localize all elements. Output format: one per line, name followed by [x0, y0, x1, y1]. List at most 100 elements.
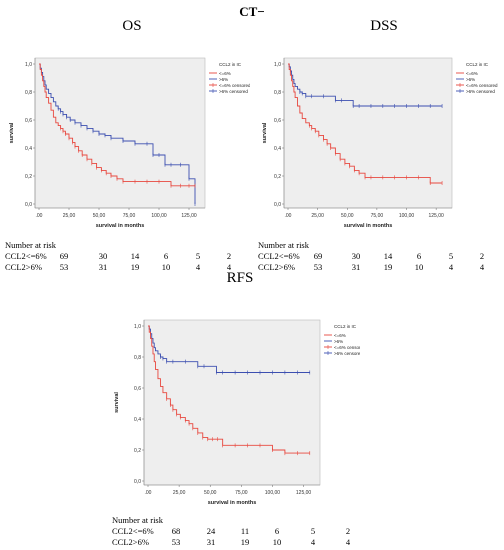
x-tick-label: 100,00 — [151, 213, 167, 219]
risk-count: 11 — [240, 526, 250, 536]
plot-area — [283, 57, 453, 209]
y-axis-label: survival — [262, 122, 268, 143]
risk-table-header: Number at risk — [5, 240, 56, 250]
risk-row-label: CCL2<=6% — [112, 526, 154, 536]
risk-row-label: CCL2>6% — [5, 262, 42, 272]
risk-count: 5 — [310, 526, 316, 536]
x-tick-label: 50,00 — [341, 213, 354, 219]
risk-count: 4 — [195, 262, 201, 272]
dss-risk-table: Number at risk CCL2<=6% 69 30 14 6 5 2 C… — [258, 240, 503, 272]
risk-count: 5 — [448, 251, 454, 261]
legend-entry: >6% — [334, 339, 343, 344]
y-axis-label: survival — [9, 122, 15, 143]
x-axis-label: survival in months — [208, 500, 257, 506]
x-tick-label: 25,00 — [63, 213, 76, 219]
risk-row-label: CCL2<=6% — [5, 251, 47, 261]
legend-entry: >6% censored — [219, 89, 248, 94]
risk-count: 4 — [226, 262, 232, 272]
rfs-panel-title: RFS — [226, 270, 254, 286]
risk-count: 19 — [383, 262, 393, 272]
dss-chart: 0,0 0,2 0,4 0,6 0,8 1,0 .00 25,00 50,00 75,00 100,… — [258, 40, 503, 235]
risk-count: 14 — [383, 251, 393, 261]
legend-entry: <=6% censored — [219, 83, 250, 88]
y-tick-label: 0,6 — [274, 118, 281, 124]
y-tick-label: 0,2 — [134, 448, 141, 454]
x-tick-label: 50,00 — [204, 490, 217, 496]
legend-title: CCL2 in IC — [466, 62, 489, 67]
y-tick-label: 1,0 — [134, 324, 141, 330]
figure-title: CT− — [239, 4, 265, 19]
y-tick-label: 0,0 — [134, 479, 141, 485]
y-tick-label: 0,2 — [274, 174, 281, 180]
risk-count: 31 — [206, 537, 216, 547]
risk-row-label: CCL2>6% — [258, 262, 295, 272]
legend-entry: <=6% censored — [334, 345, 360, 350]
series-low — [288, 63, 443, 108]
x-tick-label: 50,00 — [93, 213, 106, 219]
legend-entry: >6% censored — [466, 89, 495, 94]
risk-count: 2 — [479, 251, 485, 261]
risk-table-header: Number at risk — [112, 515, 163, 525]
x-tick-label: 125,00 — [428, 213, 444, 219]
series-high — [148, 325, 311, 456]
risk-count: 4 — [448, 262, 454, 272]
risk-count: 69 — [313, 251, 323, 261]
x-tick-label: 25,00 — [173, 490, 186, 496]
risk-count: 14 — [130, 251, 140, 261]
legend-entry: >6% — [219, 77, 228, 82]
x-tick-label: 100,00 — [399, 213, 415, 219]
legend-title: CCL2 in IC — [334, 324, 357, 329]
rfs-risk-table: Number at risk CCL2<=6% 68 24 11 6 5 2 C… — [112, 515, 372, 548]
legend-entry: <=6% censored — [466, 83, 498, 88]
x-tick-label: 125,00 — [181, 213, 197, 219]
plot-area — [34, 57, 206, 209]
risk-count: 53 — [313, 262, 323, 272]
rfs-chart: 0,0 0,2 0,4 0,6 0,8 1,0 .00 25,00 50,00 75,00 100,… — [110, 312, 360, 512]
y-tick-label: 0,0 — [274, 202, 281, 208]
legend-entry: <=6% — [466, 71, 478, 76]
x-tick-label: 100,00 — [265, 490, 281, 496]
os-risk-table: Number at risk CCL2<=6% 69 30 14 6 5 2 C… — [5, 240, 250, 272]
risk-count: 4 — [310, 537, 316, 547]
risk-count: 69 — [59, 251, 69, 261]
x-tick-label: 75,00 — [123, 213, 136, 219]
risk-count: 10 — [414, 262, 424, 272]
series-low — [148, 325, 311, 375]
os-chart: 0,0 0,2 0,4 0,6 0,8 1,0 .00 25,00 50,00 75,00 100,… — [5, 40, 250, 235]
y-tick-label: 0,8 — [134, 355, 141, 361]
y-tick-label: 0,0 — [25, 202, 32, 208]
risk-count: 30 — [351, 251, 361, 261]
series-high — [39, 63, 196, 188]
y-tick-label: 0,4 — [25, 146, 32, 152]
x-tick-label: 75,00 — [235, 490, 248, 496]
risk-table-header: Number at risk — [258, 240, 309, 250]
risk-count: 53 — [171, 537, 181, 547]
y-tick-label: 0,4 — [134, 417, 141, 423]
risk-row-label: CCL2<=6% — [258, 251, 300, 261]
legend-title: CCL2 in IC — [219, 62, 242, 67]
legend-entry: <=6% — [219, 71, 231, 76]
risk-count: 2 — [345, 526, 351, 536]
risk-count: 30 — [98, 251, 108, 261]
risk-count: 31 — [98, 262, 108, 272]
risk-count: 2 — [226, 251, 232, 261]
risk-count: 53 — [59, 262, 69, 272]
y-tick-label: 0,6 — [25, 118, 32, 124]
risk-count: 4 — [479, 262, 485, 272]
survival-curve — [148, 325, 310, 454]
y-tick-label: 0,8 — [25, 90, 32, 96]
y-tick-label: 0,2 — [25, 174, 32, 180]
y-tick-label: 0,4 — [274, 146, 281, 152]
risk-count: 19 — [130, 262, 140, 272]
x-tick-label: 125,00 — [296, 490, 312, 496]
series-low — [39, 63, 196, 206]
risk-count: 68 — [171, 526, 181, 536]
legend-entry: >6% censored — [334, 351, 360, 356]
risk-row-label: CCL2>6% — [112, 537, 149, 547]
y-tick-label: 1,0 — [274, 62, 281, 68]
risk-count: 4 — [345, 537, 351, 547]
y-tick-label: 0,6 — [134, 386, 141, 392]
dss-panel-title: DSS — [370, 18, 398, 34]
x-axis-label: survival in months — [344, 223, 393, 229]
x-tick-label: .00 — [285, 213, 292, 219]
